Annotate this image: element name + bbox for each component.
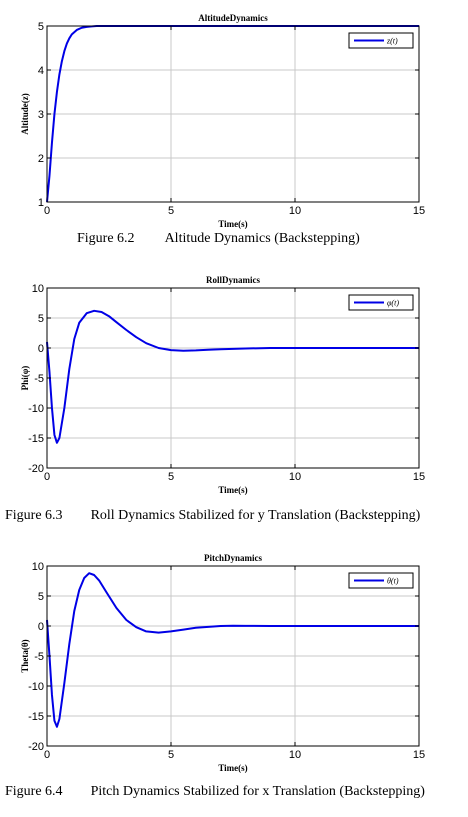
y-tick-label: 2 [38, 153, 44, 165]
x-tick-label: 15 [413, 205, 425, 217]
figure-altitude: 0 5 10 15 1 2 3 4 5 AltitudeDynamics Time(s) Altitu… [0, 0, 468, 262]
altitude-chart: 0 5 10 15 1 2 3 4 5 AltitudeDynamics Time(s) Altitu… [20, 13, 425, 229]
y-tick-label: 0 [38, 343, 44, 355]
y-tick-label: -20 [28, 463, 44, 475]
x-tick-label: 15 [413, 749, 425, 761]
caption-figure-6-2: Figure 6.2 Altitude Dynamics (Backsteppin… [77, 231, 360, 247]
y-tick-label: -5 [34, 651, 44, 663]
legend-label: z(t) [386, 37, 398, 46]
x-tick-label: 0 [44, 471, 50, 483]
pitch-chart: 0 5 10 15 10 5 0 -5 -10 -15 -20 PitchDynamics Time(s… [20, 553, 425, 773]
series-line [46, 572, 419, 728]
x-tick-label: 5 [168, 749, 174, 761]
legend-label: φ(t) [387, 299, 399, 308]
y-tick-label: -15 [28, 433, 44, 445]
legend-label: θ(t) [387, 577, 399, 586]
caption-number: Figure 6.3 [5, 508, 63, 523]
caption-number: Figure 6.4 [5, 784, 63, 799]
x-tick-label: 10 [289, 749, 301, 761]
y-axis-label: Altitude(z) [20, 93, 30, 135]
x-tick-label: 10 [289, 205, 301, 217]
y-tick-label: -10 [28, 681, 44, 693]
chart-title: RollDynamics [206, 275, 260, 285]
caption-text: Altitude Dynamics (Backstepping) [164, 231, 360, 246]
caption-figure-6-3: Figure 6.3 Roll Dynamics Stabilized for y… [5, 508, 420, 524]
x-tick-label: 5 [168, 471, 174, 483]
y-tick-label: -15 [28, 711, 44, 723]
x-tick-label: 0 [44, 749, 50, 761]
y-tick-label: -5 [34, 373, 44, 385]
y-tick-label: 0 [38, 621, 44, 633]
x-axis-label: Time(s) [218, 485, 247, 495]
figure-roll: 0 5 10 15 10 5 0 -5 -10 -15 -20 RollDynamics Time(s)… [0, 272, 468, 534]
y-tick-label: 10 [32, 283, 44, 295]
y-axis-label: Phi(φ) [20, 366, 30, 391]
y-tick-label: -10 [28, 403, 44, 415]
x-tick-label: 10 [289, 471, 301, 483]
y-tick-label: 5 [38, 21, 44, 33]
caption-figure-6-4: Figure 6.4 Pitch Dynamics Stabilized for … [5, 784, 425, 800]
x-tick-label: 0 [44, 205, 50, 217]
y-tick-label: 5 [38, 591, 44, 603]
chart-title: AltitudeDynamics [198, 13, 268, 23]
figure-pitch: 0 5 10 15 10 5 0 -5 -10 -15 -20 PitchDynamics Time(s… [0, 550, 468, 812]
caption-text: Pitch Dynamics Stabilized for x Translat… [90, 784, 425, 799]
chart-title: PitchDynamics [204, 553, 262, 563]
y-axis-label: Theta(θ) [20, 639, 30, 672]
y-tick-label: 10 [32, 561, 44, 573]
x-axis-label: Time(s) [218, 763, 247, 773]
y-tick-label: 1 [38, 197, 44, 209]
y-tick-label: 3 [38, 109, 44, 121]
roll-chart: 0 5 10 15 10 5 0 -5 -10 -15 -20 RollDynamics Time(s)… [20, 275, 425, 495]
caption-number: Figure 6.2 [77, 231, 135, 246]
x-tick-label: 15 [413, 471, 425, 483]
y-tick-label: 4 [38, 65, 44, 77]
x-axis-label: Time(s) [218, 219, 247, 229]
y-tick-label: 5 [38, 313, 44, 325]
caption-text: Roll Dynamics Stabilized for y Translati… [90, 508, 421, 523]
x-tick-label: 5 [168, 205, 174, 217]
y-tick-label: -20 [28, 741, 44, 753]
series-line [46, 309, 419, 444]
